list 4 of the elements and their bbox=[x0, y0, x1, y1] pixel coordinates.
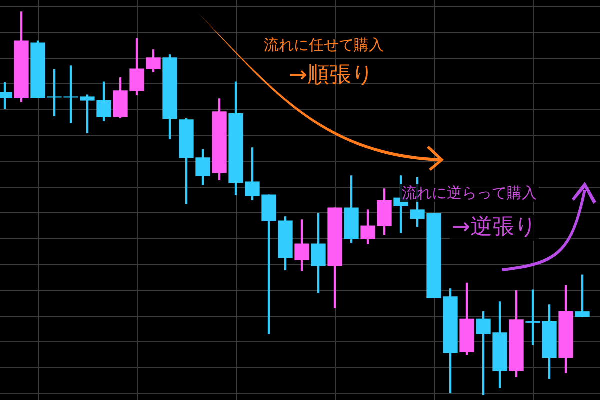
annotation: →順張り bbox=[288, 63, 376, 90]
annotation: 流れに逆らって購入 bbox=[400, 184, 539, 202]
annotation: →逆張り bbox=[450, 215, 540, 242]
annotation: 流れに任せて購入 bbox=[263, 36, 385, 54]
